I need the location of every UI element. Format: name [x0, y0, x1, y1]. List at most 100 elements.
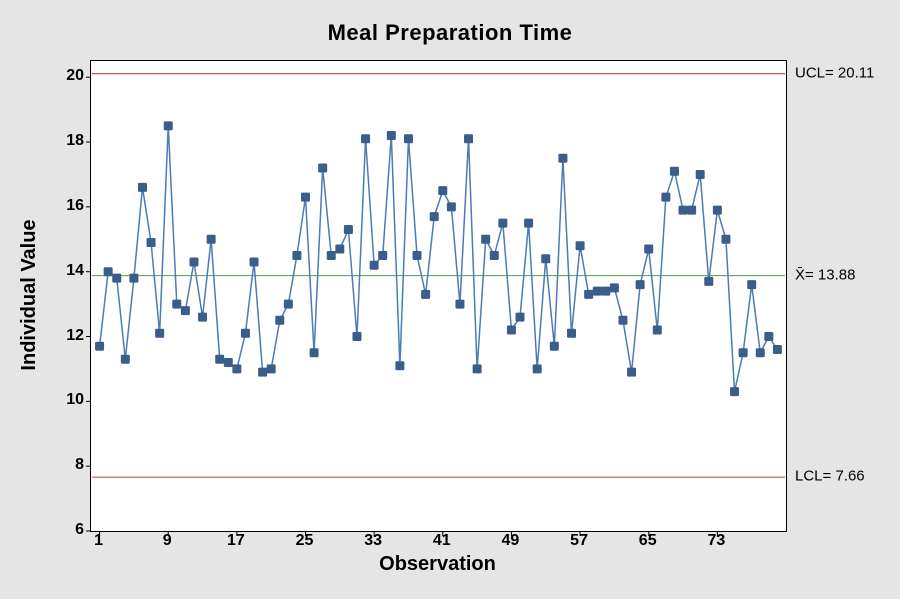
data-point	[687, 206, 696, 215]
data-point	[215, 355, 224, 364]
y-tick-label: 12	[44, 327, 84, 345]
data-point	[378, 251, 387, 260]
data-point	[241, 329, 250, 338]
data-point	[172, 300, 181, 309]
y-tick-label: 20	[44, 67, 84, 85]
data-point	[610, 283, 619, 292]
y-tick-label: 6	[44, 521, 84, 539]
data-point	[747, 280, 756, 289]
data-point	[533, 364, 542, 373]
data-point	[250, 257, 259, 266]
x-tick-label: 73	[707, 532, 725, 550]
data-point	[721, 235, 730, 244]
x-tick-label: 41	[433, 532, 451, 550]
x-tick-label: 9	[163, 532, 172, 550]
data-point	[404, 134, 413, 143]
y-tick-label: 18	[44, 132, 84, 150]
data-point	[464, 134, 473, 143]
chart-container: Meal Preparation Time Individual Value O…	[0, 0, 900, 599]
center-label: X̄= 13.88	[795, 266, 855, 283]
data-line	[100, 126, 778, 392]
data-point	[627, 368, 636, 377]
data-point	[112, 274, 121, 283]
x-tick-label: 17	[227, 532, 245, 550]
x-axis-label: Observation	[90, 553, 785, 576]
data-point	[704, 277, 713, 286]
data-point	[541, 254, 550, 263]
data-point	[438, 186, 447, 195]
x-tick-label: 65	[639, 532, 657, 550]
data-point	[395, 361, 404, 370]
chart-title: Meal Preparation Time	[0, 20, 900, 46]
data-point	[267, 364, 276, 373]
data-point	[370, 261, 379, 270]
data-point	[661, 193, 670, 202]
data-point	[310, 348, 319, 357]
data-point	[558, 154, 567, 163]
data-point	[644, 245, 653, 254]
data-point	[224, 358, 233, 367]
data-point	[275, 316, 284, 325]
data-point	[352, 332, 361, 341]
ucl-label: UCL= 20.11	[795, 64, 874, 81]
data-point	[198, 313, 207, 322]
y-axis-label: Individual Value	[18, 60, 42, 530]
data-point	[618, 316, 627, 325]
data-point	[455, 300, 464, 309]
data-point	[430, 212, 439, 221]
data-point	[318, 163, 327, 172]
data-point	[524, 219, 533, 228]
data-point	[679, 206, 688, 215]
data-point	[696, 170, 705, 179]
x-tick-label: 33	[364, 532, 382, 550]
data-point	[164, 121, 173, 130]
chart-svg	[91, 61, 786, 531]
data-point	[447, 202, 456, 211]
lcl-label: LCL= 7.66	[795, 468, 865, 485]
data-point	[327, 251, 336, 260]
data-point	[636, 280, 645, 289]
data-point	[739, 348, 748, 357]
data-point	[104, 267, 113, 276]
x-tick-label: 49	[502, 532, 520, 550]
data-point	[344, 225, 353, 234]
data-point	[498, 219, 507, 228]
data-point	[421, 290, 430, 299]
data-point	[730, 387, 739, 396]
y-tick-label: 14	[44, 262, 84, 280]
x-tick-label: 25	[296, 532, 314, 550]
y-tick-label: 10	[44, 391, 84, 409]
data-point	[593, 287, 602, 296]
data-point	[292, 251, 301, 260]
data-point	[473, 364, 482, 373]
data-point	[764, 332, 773, 341]
data-point	[147, 238, 156, 247]
data-point	[207, 235, 216, 244]
data-point	[155, 329, 164, 338]
data-point	[301, 193, 310, 202]
data-point	[584, 290, 593, 299]
data-point	[576, 241, 585, 250]
data-point	[232, 364, 241, 373]
y-tick-label: 8	[44, 456, 84, 474]
data-point	[129, 274, 138, 283]
data-point	[181, 306, 190, 315]
data-point	[189, 257, 198, 266]
x-tick-label: 57	[570, 532, 588, 550]
data-point	[756, 348, 765, 357]
data-point	[387, 131, 396, 140]
data-point	[516, 313, 525, 322]
data-point	[490, 251, 499, 260]
data-point	[258, 368, 267, 377]
data-point	[138, 183, 147, 192]
data-point	[481, 235, 490, 244]
data-point	[121, 355, 130, 364]
y-tick-label: 16	[44, 197, 84, 215]
data-point	[713, 206, 722, 215]
data-point	[567, 329, 576, 338]
data-point	[95, 342, 104, 351]
data-point	[507, 326, 516, 335]
data-point	[653, 326, 662, 335]
data-point	[773, 345, 782, 354]
data-point	[601, 287, 610, 296]
